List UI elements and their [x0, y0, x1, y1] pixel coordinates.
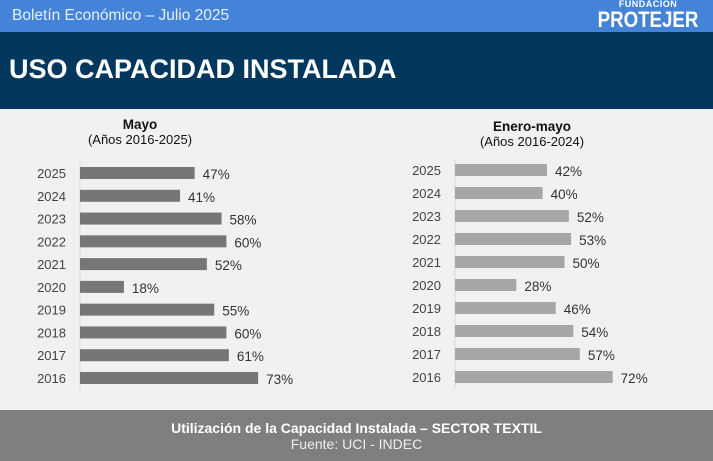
data-label-2025: 42% — [555, 164, 582, 179]
data-label-2021: 52% — [215, 258, 242, 273]
protejer-logo: FUNDACION PROTEJER — [587, 0, 709, 32]
bar-2020 — [80, 280, 124, 293]
bar-2017 — [80, 349, 229, 362]
bar-2023 — [80, 212, 222, 225]
tick-label-2017: 2017 — [37, 348, 66, 363]
top-bar: Boletín Económico – Julio 2025 FUNDACION… — [0, 0, 713, 32]
logo-small-text: FUNDACION — [618, 0, 678, 9]
tick-label-2021: 2021 — [412, 255, 441, 270]
chart-1-subtitle: (Años 2016-2025) — [87, 132, 193, 147]
tick-label-2023: 2023 — [412, 209, 441, 224]
page-title: USO CAPACIDAD INSTALADA — [9, 54, 397, 84]
bar-2022 — [80, 235, 227, 248]
tick-label-2024: 2024 — [37, 189, 66, 204]
tick-label-2018: 2018 — [37, 325, 66, 340]
data-label-2025: 47% — [203, 167, 230, 182]
tick-label-2020: 2020 — [37, 280, 66, 295]
data-label-2019: 46% — [564, 302, 591, 317]
bar-charts: 2025 47% 2024 41% 2023 58% 2022 60% 2021 52% 2020 1… — [37, 159, 648, 390]
tick-label-2019: 2019 — [412, 301, 441, 316]
tick-label-2016: 2016 — [37, 371, 66, 386]
tick-label-2025: 2025 — [412, 163, 441, 178]
data-label-2023: 52% — [577, 210, 604, 225]
bar-2024 — [80, 189, 181, 202]
data-label-2020: 18% — [132, 281, 159, 296]
data-label-2019: 55% — [222, 304, 249, 319]
data-label-2022: 53% — [579, 233, 606, 248]
chart-1-title: Mayo — [122, 117, 158, 132]
data-label-2016: 73% — [266, 372, 293, 387]
tick-label-2017: 2017 — [412, 347, 441, 362]
data-label-2023: 58% — [230, 213, 257, 228]
bar-2025 — [455, 164, 547, 176]
tick-label-2022: 2022 — [37, 234, 66, 249]
bulletin-label: Boletín Económico – Julio 2025 — [12, 7, 230, 24]
data-label-2018: 54% — [581, 325, 608, 340]
tick-label-2022: 2022 — [412, 232, 441, 247]
data-label-2022: 60% — [234, 235, 261, 250]
bar-2019 — [80, 303, 215, 316]
bar-2021 — [455, 256, 565, 268]
bar-2025 — [80, 167, 195, 179]
data-label-2024: 40% — [551, 187, 578, 202]
bar-2024 — [455, 187, 543, 199]
tick-label-2025: 2025 — [37, 166, 66, 181]
bar-2022 — [455, 233, 572, 245]
logo-main-text: PROTEJER — [597, 7, 699, 32]
data-label-2020: 28% — [524, 279, 551, 294]
bar-2018 — [80, 326, 227, 339]
title-band: USO CAPACIDAD INSTALADA — [0, 32, 713, 109]
footer: Utilización de la Capacidad Instalada – … — [0, 410, 713, 461]
chart-2-subtitle: (Años 2016-2024) — [479, 134, 585, 149]
bar-2016 — [455, 371, 613, 383]
bar-2021 — [80, 258, 207, 271]
data-label-2021: 50% — [573, 256, 600, 271]
chart-1-heading: Mayo (Años 2016-2025) — [60, 117, 220, 147]
bar-2019 — [455, 302, 556, 314]
bar-2016 — [80, 372, 259, 384]
data-label-2016: 72% — [621, 371, 648, 386]
tick-label-2019: 2019 — [37, 303, 66, 318]
tick-label-2023: 2023 — [37, 212, 66, 227]
data-label-2018: 60% — [234, 326, 261, 341]
bar-2020 — [455, 279, 517, 291]
tick-label-2018: 2018 — [412, 324, 441, 339]
bar-2023 — [455, 210, 569, 222]
tick-label-2020: 2020 — [412, 278, 441, 293]
data-label-2017: 57% — [588, 348, 615, 363]
tick-label-2024: 2024 — [412, 186, 441, 201]
footer-source: Fuente: UCI - INDEC — [290, 436, 423, 452]
footer-caption: Utilización de la Capacidad Instalada – … — [171, 420, 542, 436]
chart-2-heading: Enero-mayo (Años 2016-2024) — [452, 119, 612, 149]
chart-2-title: Enero-mayo — [492, 119, 572, 134]
data-label-2024: 41% — [188, 190, 215, 205]
tick-label-2021: 2021 — [37, 257, 66, 272]
bar-2017 — [455, 348, 580, 360]
tick-label-2016: 2016 — [412, 370, 441, 385]
data-label-2017: 61% — [237, 349, 264, 364]
bar-2018 — [455, 325, 574, 337]
